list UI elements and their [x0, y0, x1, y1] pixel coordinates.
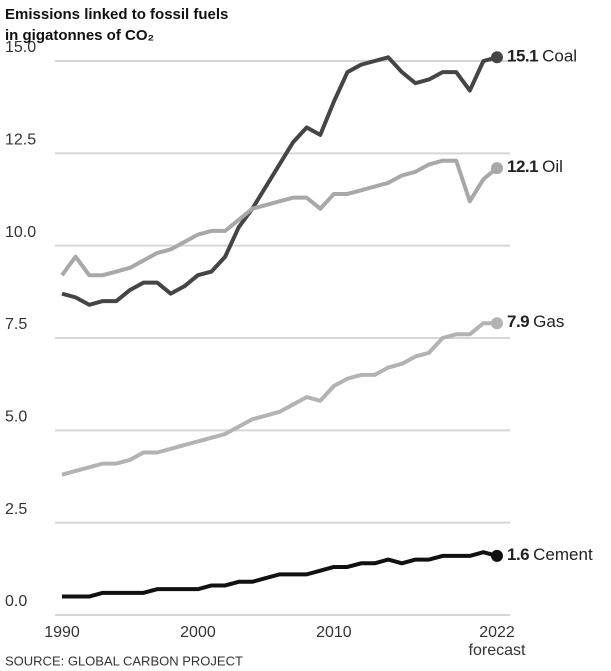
y-tick-label: 5.0	[5, 409, 27, 426]
x-annotation: forecast	[469, 642, 526, 659]
end-value: 1.6	[507, 545, 529, 564]
series-line	[60, 158, 499, 278]
end-dot	[491, 51, 503, 64]
x-tick-label: 1990	[44, 624, 80, 641]
series-line	[61, 321, 497, 477]
end-label: 15.1 Coal	[507, 47, 577, 66]
legend-entry: Cement	[533, 545, 593, 564]
end-label: 12.1 Oil	[507, 158, 563, 177]
end-value: 12.1	[507, 158, 538, 177]
end-label: 1.6 Cement	[507, 545, 593, 564]
y-tick-label: 2.5	[5, 501, 27, 518]
end-dot	[491, 317, 503, 330]
y-tick-label: 10.0	[5, 224, 36, 241]
end-value: 15.1	[507, 47, 538, 66]
series-line	[62, 550, 498, 599]
chart-title: Emissions linked to fossil fuels	[5, 6, 228, 23]
legend-entry: Gas	[533, 313, 564, 332]
x-tick-label: 2000	[180, 624, 216, 641]
legend-entry: Coal	[542, 47, 577, 66]
y-tick-label: 7.5	[5, 316, 27, 333]
y-tick-label: 15.0	[5, 39, 36, 56]
x-tick-label: 2022	[479, 624, 515, 641]
source: SOURCE: GLOBAL CARBON PROJECT	[5, 653, 243, 668]
end-label: 7.9 Gas	[507, 313, 564, 332]
x-tick-label: 2010	[316, 624, 352, 641]
end-dot	[491, 549, 503, 562]
y-tick-label: 0.0	[5, 593, 27, 610]
end-value: 7.9	[507, 313, 529, 332]
y-tick-label: 12.5	[5, 132, 36, 149]
end-dot	[491, 162, 503, 175]
chart-subtitle: in gigatonnes of CO₂	[5, 27, 154, 44]
legend-entry: Oil	[542, 158, 563, 177]
series-line	[61, 55, 498, 307]
